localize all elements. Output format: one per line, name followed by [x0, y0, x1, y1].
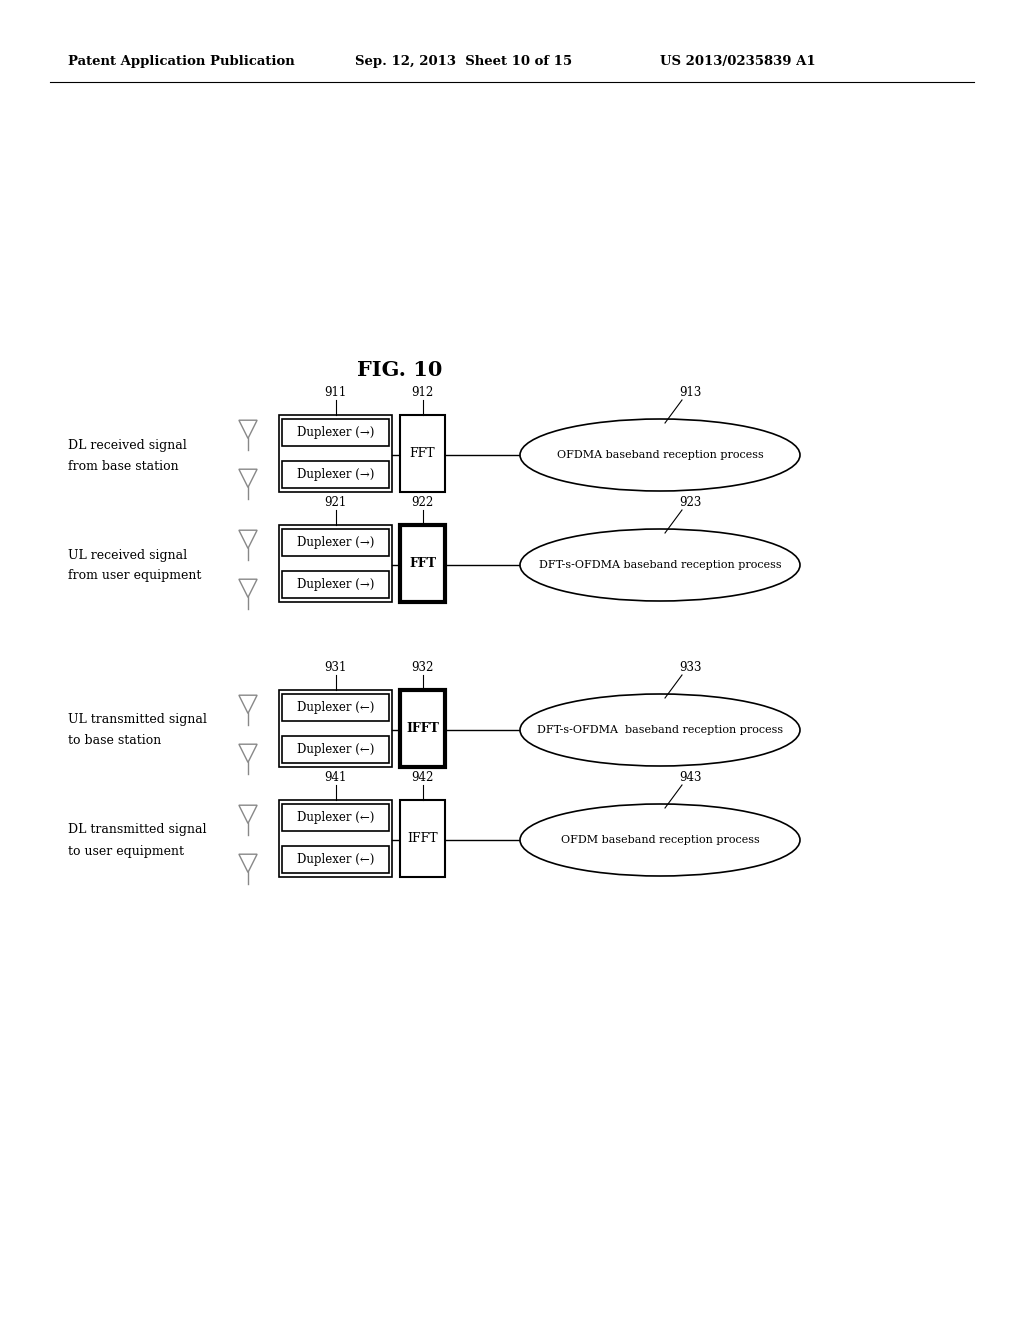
Text: IFFT: IFFT: [408, 832, 438, 845]
Text: Duplexer (→): Duplexer (→): [297, 426, 374, 440]
Text: Duplexer (←): Duplexer (←): [297, 743, 374, 756]
Bar: [282, 694, 389, 721]
Text: FFT: FFT: [410, 447, 435, 459]
Bar: [282, 572, 389, 598]
Bar: [279, 525, 392, 602]
Text: UL transmitted signal: UL transmitted signal: [68, 714, 207, 726]
Text: Duplexer (←): Duplexer (←): [297, 701, 374, 714]
Bar: [400, 414, 445, 492]
Text: Sep. 12, 2013  Sheet 10 of 15: Sep. 12, 2013 Sheet 10 of 15: [355, 55, 572, 69]
Text: 932: 932: [412, 661, 434, 675]
Text: OFDMA baseband reception process: OFDMA baseband reception process: [557, 450, 763, 459]
Text: Duplexer (→): Duplexer (→): [297, 578, 374, 591]
Bar: [400, 800, 445, 876]
Text: FFT: FFT: [409, 557, 436, 570]
Text: 911: 911: [325, 385, 347, 399]
Bar: [279, 800, 392, 876]
Text: IFFT: IFFT: [407, 722, 439, 735]
Bar: [282, 529, 389, 556]
Text: DFT-s-OFDMA baseband reception process: DFT-s-OFDMA baseband reception process: [539, 560, 781, 570]
Text: Duplexer (←): Duplexer (←): [297, 853, 374, 866]
Text: FIG. 10: FIG. 10: [357, 360, 442, 380]
Text: DFT-s-OFDMA  baseband reception process: DFT-s-OFDMA baseband reception process: [537, 725, 783, 735]
Bar: [282, 418, 389, 446]
Text: 923: 923: [679, 496, 701, 510]
Text: Patent Application Publication: Patent Application Publication: [68, 55, 295, 69]
Bar: [279, 690, 392, 767]
Bar: [282, 846, 389, 873]
Text: Duplexer (→): Duplexer (→): [297, 469, 374, 480]
Ellipse shape: [520, 418, 800, 491]
Text: 943: 943: [679, 771, 701, 784]
Text: 942: 942: [412, 771, 434, 784]
Ellipse shape: [520, 694, 800, 766]
Text: 922: 922: [412, 496, 433, 510]
Text: 912: 912: [412, 385, 433, 399]
Ellipse shape: [520, 529, 800, 601]
Bar: [282, 737, 389, 763]
Text: US 2013/0235839 A1: US 2013/0235839 A1: [660, 55, 816, 69]
Text: DL transmitted signal: DL transmitted signal: [68, 824, 207, 837]
Text: OFDM baseband reception process: OFDM baseband reception process: [560, 836, 760, 845]
Text: Duplexer (←): Duplexer (←): [297, 810, 374, 824]
Bar: [282, 804, 389, 832]
Bar: [400, 525, 445, 602]
Text: to base station: to base station: [68, 734, 161, 747]
Text: 933: 933: [679, 661, 701, 675]
Text: Duplexer (→): Duplexer (→): [297, 536, 374, 549]
Text: from user equipment: from user equipment: [68, 569, 202, 582]
Bar: [400, 690, 445, 767]
Text: to user equipment: to user equipment: [68, 845, 184, 858]
Text: DL received signal: DL received signal: [68, 438, 186, 451]
Text: from base station: from base station: [68, 459, 178, 473]
Text: 931: 931: [325, 661, 347, 675]
Text: 921: 921: [325, 496, 347, 510]
Text: 941: 941: [325, 771, 347, 784]
Bar: [279, 414, 392, 492]
Text: 913: 913: [679, 385, 701, 399]
Text: UL received signal: UL received signal: [68, 549, 187, 561]
Bar: [282, 461, 389, 488]
Ellipse shape: [520, 804, 800, 876]
